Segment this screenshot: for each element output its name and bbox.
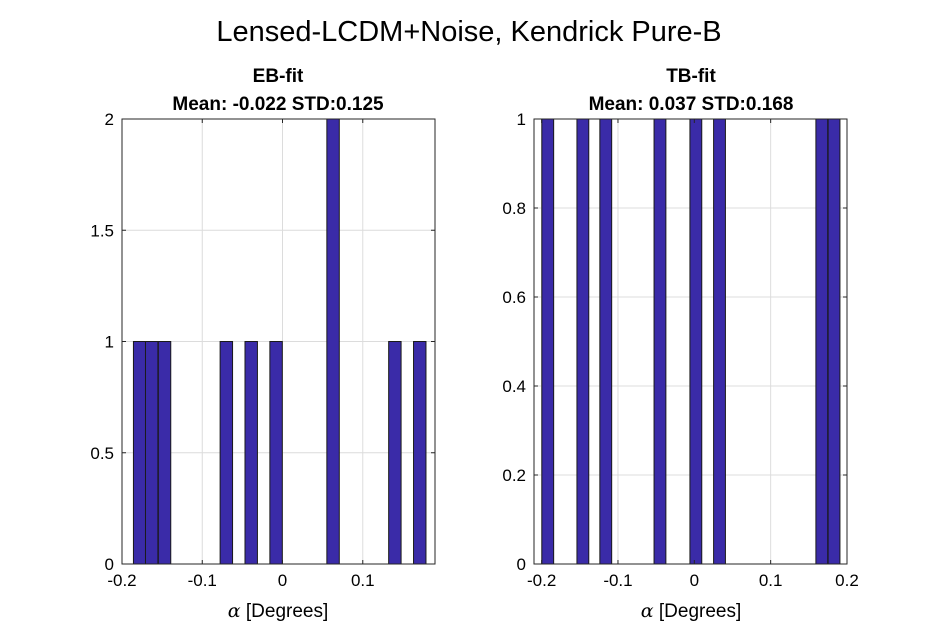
figure-title: Lensed-LCDM+Noise, Kendrick Pure-B xyxy=(216,16,721,48)
eb-fit-xlabel: α [Degrees] xyxy=(228,600,329,622)
tb-fit-histogram-bar xyxy=(576,118,590,565)
tb-fit-ytick-label: 0.4 xyxy=(502,377,526,396)
eb-fit-histogram-bar xyxy=(326,118,340,565)
eb-fit-xlabel-text: [Degrees] xyxy=(241,601,329,622)
eb-fit-histogram-bar xyxy=(132,341,147,565)
tb-fit-ytick-label: 0.8 xyxy=(502,199,526,218)
tb-fit-histogram-bar xyxy=(653,118,667,565)
tb-fit-title: TB-fit xyxy=(666,66,716,87)
tb-fit-xtick-label: 0.1 xyxy=(759,571,783,590)
tb-fit-axes-frame xyxy=(533,118,848,565)
tb-fit-ytick-label: 0 xyxy=(517,555,526,574)
eb-fit-xtick-label: 0 xyxy=(278,571,287,590)
eb-fit-ytick-label: 2 xyxy=(105,110,114,129)
tb-fit-histogram-bar xyxy=(541,118,555,565)
tb-fit-ytick-label: 1 xyxy=(517,110,526,129)
tb-fit-xtick-label: 0 xyxy=(690,571,699,590)
eb-fit-histogram-bar xyxy=(157,341,172,565)
eb-fit-histogram-bar xyxy=(219,341,234,565)
tb-fit-xlabel-symbol: α xyxy=(641,600,654,622)
tb-fit-xlabel: α [Degrees] xyxy=(641,600,742,622)
eb-fit-xlabel-symbol: α xyxy=(228,600,241,622)
eb-fit-xtick-label: 0.1 xyxy=(351,571,375,590)
eb-fit-histogram-bar xyxy=(244,341,258,565)
eb-fit-xtick-label: -0.2 xyxy=(107,571,136,590)
tb-fit-axes: TB-fit Mean: 0.037 STD:0.168 α [Degrees]… xyxy=(502,66,858,622)
tb-fit-xtick-label: -0.2 xyxy=(527,571,556,590)
tb-fit-histogram-bar xyxy=(815,118,829,565)
tb-fit-ytick-label: 0.6 xyxy=(502,288,526,307)
tb-fit-histogram-bar xyxy=(827,118,841,565)
eb-fit-subtitle: Mean: -0.022 STD:0.125 xyxy=(172,94,384,115)
eb-fit-histogram-bar xyxy=(144,341,159,565)
tb-fit-ytick-label: 0.2 xyxy=(502,466,526,485)
tb-fit-xlabel-text: [Degrees] xyxy=(654,601,742,622)
eb-fit-histogram-bar xyxy=(388,341,402,565)
eb-fit-axes: EB-fit Mean: -0.022 STD:0.125 α [Degrees… xyxy=(90,66,436,622)
tb-fit-xtick-label: 0.2 xyxy=(835,571,859,590)
eb-fit-ytick-label: 1 xyxy=(105,333,114,352)
eb-fit-ytick-label: 0 xyxy=(105,555,114,574)
tb-fit-histogram-bar xyxy=(689,118,703,565)
eb-fit-xtick-label: -0.1 xyxy=(188,571,217,590)
eb-fit-ytick-label: 1.5 xyxy=(90,221,114,240)
eb-fit-histogram-bar xyxy=(413,341,427,565)
eb-fit-histogram-bar xyxy=(269,341,283,565)
tb-fit-subtitle: Mean: 0.037 STD:0.168 xyxy=(589,94,794,115)
tb-fit-xtick-label: -0.1 xyxy=(603,571,632,590)
eb-fit-ytick-label: 0.5 xyxy=(90,444,114,463)
tb-fit-histogram-bar xyxy=(713,118,726,565)
tb-fit-histogram-bar xyxy=(599,118,613,565)
eb-fit-title: EB-fit xyxy=(253,66,304,87)
